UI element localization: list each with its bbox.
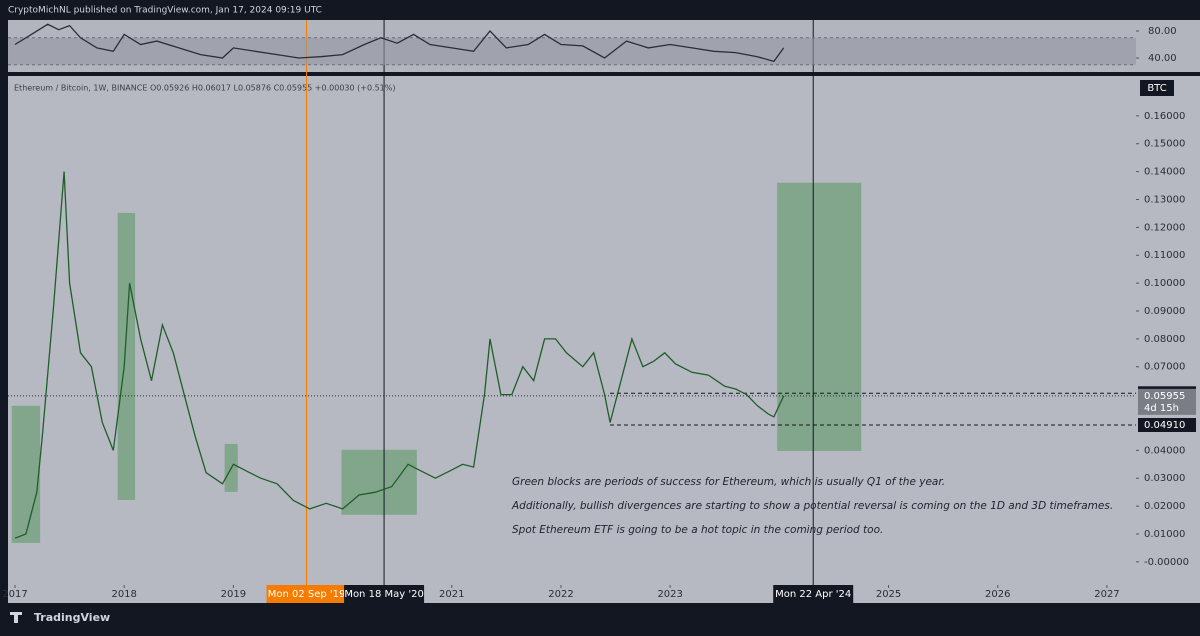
annotation: Additionally, bullish divergences are st…: [511, 500, 1113, 512]
price-axis: [1136, 76, 1200, 585]
success-block: [11, 405, 41, 543]
y-tick-label: 0.10000: [1144, 278, 1185, 289]
y-tick-label: -0.00000: [1144, 557, 1189, 568]
x-tick-label: 2021: [439, 589, 464, 600]
y-tick-label: 0.13000: [1144, 194, 1185, 205]
price-level-label: 0.04910: [1144, 420, 1185, 431]
date-marker-label: Mon 18 May '20: [344, 589, 424, 600]
y-tick-label: 0.01000: [1144, 529, 1185, 540]
currency-badge: [1140, 80, 1174, 96]
y-tick-label: 0.16000: [1144, 111, 1185, 122]
footer-logo: [10, 612, 22, 623]
last-price-label: 0.05955: [1144, 391, 1185, 402]
annotation: Green blocks are periods of success for …: [512, 476, 945, 488]
date-marker-badge: [773, 585, 854, 603]
rsi-tick-label: 80.00: [1148, 26, 1177, 37]
annotation: Spot Ethereum ETF is going to be a hot t…: [512, 524, 883, 536]
x-tick-label: 2025: [876, 589, 901, 600]
date-marker-label: Mon 22 Apr '24: [775, 589, 851, 600]
x-tick-label: 2027: [1094, 589, 1119, 600]
time-axis: [8, 585, 1200, 603]
success-block: [777, 182, 862, 451]
rsi-tick-label: 40.00: [1148, 53, 1177, 64]
date-marker-badge: [344, 585, 425, 603]
y-tick-label: 0.09000: [1144, 306, 1185, 317]
x-tick-label: 2023: [657, 589, 682, 600]
x-tick-label: 2022: [548, 589, 573, 600]
date-marker-badge: [266, 585, 347, 603]
success-block: [117, 212, 136, 500]
y-tick-label: 0.03000: [1144, 473, 1185, 484]
y-tick-label: 0.12000: [1144, 222, 1185, 233]
rsi-band: [8, 37, 1136, 65]
price-level-badge: [1138, 417, 1196, 432]
y-tick-label: 0.14000: [1144, 167, 1185, 178]
price-pane: [8, 76, 1136, 585]
success-block: [341, 449, 417, 515]
y-tick-label: 0.15000: [1144, 139, 1185, 150]
date-marker-label: Mon 02 Sep '19: [268, 589, 346, 600]
y-tick-label: 0.02000: [1144, 501, 1185, 512]
y-tick-label: 0.08000: [1144, 334, 1185, 345]
rsi-axis: [1136, 20, 1200, 72]
y-tick-label: 0.07000: [1144, 362, 1185, 373]
footer-brand: TradingView: [34, 611, 110, 624]
price-line: [14, 23, 785, 63]
price-line: [14, 171, 785, 539]
rsi-chart: 80.00 40.00: [8, 23, 1177, 66]
currency-label: BTC: [1147, 83, 1166, 94]
x-tick-label: 2019: [221, 589, 246, 600]
countdown-label: 4d 15h: [1144, 403, 1179, 414]
y-tick-label: 0.04000: [1144, 445, 1185, 456]
x-tick-label: 2026: [985, 589, 1010, 600]
last-price-badge: [1138, 388, 1196, 415]
publisher-header: CryptoMichNL published on TradingView.co…: [8, 6, 322, 16]
x-tick-label: 2018: [111, 589, 136, 600]
symbol-info: Ethereum / Bitcoin, 1W, BINANCE O0.05926…: [14, 84, 395, 93]
y-tick-label: 0.11000: [1144, 250, 1185, 261]
x-tick-label: 2017: [2, 589, 27, 600]
